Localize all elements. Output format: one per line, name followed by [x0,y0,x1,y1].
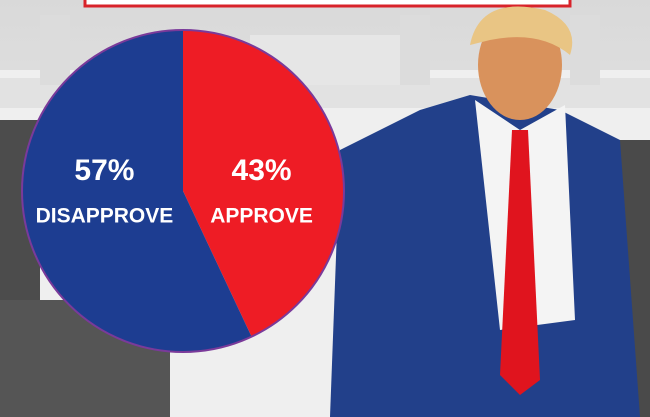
slice-value-label: 57% [74,154,134,187]
pie-slice [183,30,344,337]
pie-outline [21,29,345,353]
person-photo [330,6,640,417]
pie-slice [22,29,252,352]
slice-category-label: DISAPPROVE [36,205,174,228]
pie: 43% APPROVE 57% DISAPPROVE [22,29,344,352]
slice-category-label: APPROVE [210,205,313,228]
slice-value-label: 43% [232,154,292,187]
